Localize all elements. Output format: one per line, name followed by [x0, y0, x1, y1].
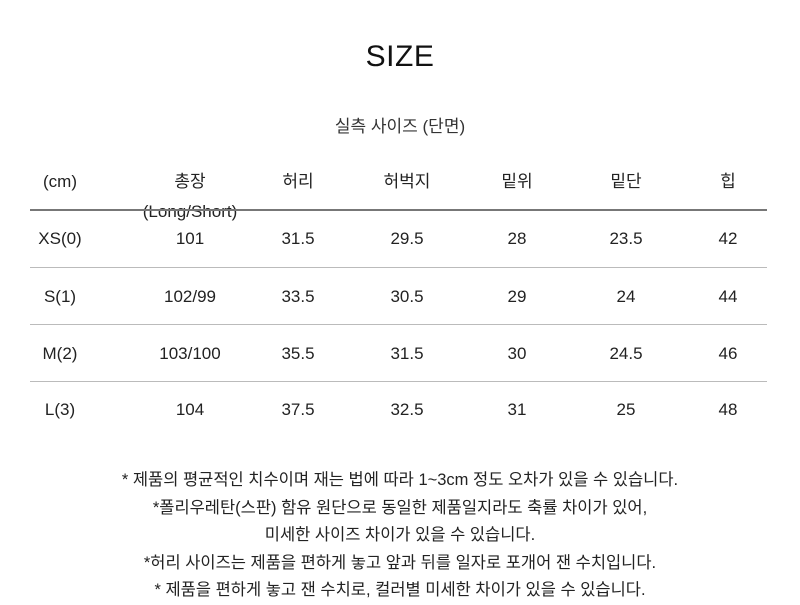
table-row: XS(0) 101 31.5 29.5 28 23.5 42	[30, 224, 767, 254]
page-title: SIZE	[365, 40, 435, 73]
table-cell: 28	[507, 229, 527, 248]
table-row: M(2) 103/100 35.5 31.5 30 24.5 46	[30, 339, 767, 369]
note-line: * 제품을 편하게 놓고 잰 수치로, 컬러별 미세한 차이가 있을 수 있습니…	[154, 581, 646, 599]
table-cell: 102/99	[164, 287, 216, 306]
table-cell: 23.5	[609, 229, 643, 248]
table-row: S(1) 102/99 33.5 30.5 29 24 44	[30, 282, 767, 312]
header-cell: 허리	[282, 172, 314, 191]
row-divider	[30, 209, 767, 211]
row-divider	[30, 324, 767, 325]
table-cell: 104	[175, 400, 205, 419]
table-cell: 31.5	[390, 344, 424, 363]
table-cell: 46	[718, 344, 738, 363]
note-line: *폴리우레탄(스판) 함유 원단으로 동일한 제품일지라도 축률 차이가 있어,	[152, 498, 648, 517]
table-cell: XS(0)	[38, 229, 82, 248]
table-cell: 30.5	[390, 287, 424, 306]
table-cell: 29.5	[390, 229, 424, 248]
header-cell: 밑단	[610, 172, 642, 191]
table-cell: 48	[718, 400, 738, 419]
row-divider	[30, 381, 767, 382]
table-cell: 32.5	[390, 400, 424, 419]
table-cell: 31.5	[281, 229, 315, 248]
table-cell: L(3)	[44, 400, 76, 419]
table-cell: 24	[616, 287, 636, 306]
table-cell: S(1)	[43, 287, 77, 306]
note-line: * 제품의 평균적인 치수이며 재는 법에 따라 1~3cm 정도 오차가 있을…	[121, 471, 679, 489]
table-cell: 44	[718, 287, 738, 306]
table-header: (cm) 총장(Long/Short) 허리 허벅지 밑위 밑단 힙	[30, 167, 767, 221]
table-cell: 37.5	[281, 400, 315, 419]
note-line: 미세한 사이즈 차이가 있을 수 있습니다.	[264, 526, 536, 544]
header-cell: 총장(Long/Short)	[142, 172, 238, 221]
header-cell: (cm)	[43, 172, 77, 191]
table-cell: 103/100	[159, 344, 221, 363]
table-cell: 101	[175, 229, 205, 248]
size-notes: * 제품의 평균적인 치수이며 재는 법에 따라 1~3cm 정도 오차가 있을…	[0, 467, 800, 605]
table-cell: 42	[718, 229, 738, 248]
table-subtitle: 실측 사이즈 (단면)	[334, 117, 466, 136]
header-cell: 허벅지	[383, 172, 431, 191]
header-cell: 밑위	[501, 172, 533, 191]
table-cell: 30	[507, 344, 527, 363]
table-cell: M(2)	[42, 344, 78, 363]
table-cell: 33.5	[281, 287, 315, 306]
note-line: *허리 사이즈는 제품을 편하게 놓고 앞과 뒤를 일자로 포개어 잰 수치입니…	[143, 553, 657, 572]
header-cell: 힙	[720, 172, 736, 191]
table-cell: 24.5	[609, 344, 643, 363]
row-divider	[30, 267, 767, 268]
table-cell: 31	[507, 400, 527, 419]
table-cell: 25	[616, 400, 636, 419]
table-row: L(3) 104 37.5 32.5 31 25 48	[30, 395, 767, 425]
table-cell: 29	[507, 287, 527, 306]
table-cell: 35.5	[281, 344, 315, 363]
